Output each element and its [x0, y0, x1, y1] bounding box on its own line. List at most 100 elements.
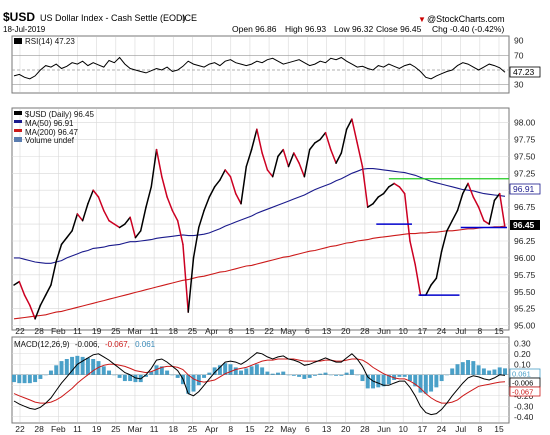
price-segment — [103, 209, 110, 222]
macd-histogram-bar — [413, 374, 418, 387]
x-tick-label: 24 — [437, 326, 447, 336]
macd-histogram-bar — [165, 370, 170, 375]
price-panel: 98.0097.7597.5097.2597.0096.7596.5096.25… — [11, 107, 541, 331]
price-segment — [155, 148, 163, 178]
x-tick-label: 17 — [418, 326, 428, 336]
macd-histogram-bar — [64, 359, 69, 375]
instrument-name: US Dollar Index - Cash Settle (EOD) — [40, 13, 186, 23]
ma200-line — [13, 225, 506, 320]
rsi-legend-swatch — [14, 38, 22, 44]
x-tick-label: 11 — [150, 326, 159, 336]
price-segment — [50, 260, 57, 286]
price-segment — [409, 240, 416, 266]
chart-date: 18-Jul-2019 — [3, 25, 46, 34]
price-segment — [34, 304, 42, 320]
legend-ma200: MA(200) 96.47 — [25, 128, 78, 137]
macd-histogram-bar — [323, 372, 328, 375]
macd-histogram-bar — [455, 364, 460, 375]
macd-histogram-bar — [80, 356, 85, 375]
price-segment — [440, 230, 448, 252]
price-tick-label: 98.00 — [514, 118, 536, 128]
price-tick-label: 95.50 — [514, 287, 536, 297]
x-tick-label: 24 — [437, 424, 447, 434]
x-tick-label: 22 — [15, 424, 25, 434]
x-tick-label: 19 — [92, 326, 102, 336]
price-segment — [229, 175, 237, 195]
price-segment — [224, 169, 232, 178]
price-segment — [234, 192, 242, 205]
price-segment — [414, 263, 422, 296]
price-segment — [213, 179, 221, 188]
chart-header: $USD US Dollar Index - Cash Settle (EOD)… — [3, 10, 505, 34]
price-segment — [23, 294, 31, 307]
price-segment — [483, 219, 490, 225]
price-segment — [430, 277, 438, 286]
macd-histogram-bar — [460, 362, 465, 375]
price-segment — [145, 186, 153, 208]
macd-histogram-bar — [286, 374, 291, 376]
price-segment — [182, 243, 189, 313]
price-segment — [71, 213, 79, 232]
rsi-axis-ticks: 90705030 — [514, 36, 524, 90]
x-tick-label: Feb — [51, 424, 66, 434]
x-tick-label: 15 — [494, 326, 504, 336]
price-segment — [366, 203, 374, 208]
macd-histogram-bar — [170, 374, 175, 376]
macd-histogram-bar — [133, 374, 138, 383]
price-segment — [324, 131, 332, 151]
x-tick-label: 11 — [73, 424, 82, 434]
macd-histogram-bar — [217, 365, 222, 375]
macd-histogram-bar — [492, 369, 497, 375]
price-tick-label: 96.75 — [514, 202, 536, 212]
macd-histogram-bar — [91, 359, 96, 375]
macd-label-hist: 0.061 — [135, 340, 156, 349]
volume-legend-swatch — [14, 137, 22, 142]
macd-histogram-bar — [349, 369, 354, 375]
macd-histogram-bar — [444, 374, 449, 376]
macd-tick-label: 0.30 — [514, 338, 531, 348]
price-segment — [456, 192, 464, 212]
trend-annotations — [376, 178, 509, 296]
macd-histogram-bar — [233, 367, 238, 375]
ma50-tag-box — [509, 183, 541, 195]
x-tick-label: 19 — [92, 424, 102, 434]
ma50-tag: 96.91 — [513, 184, 535, 194]
x-tick-label: Jun — [377, 424, 391, 434]
x-tick-label: 13 — [322, 424, 332, 434]
x-tick-label: 25 — [111, 326, 121, 336]
x-tick-label: 18 — [169, 326, 179, 336]
price-segment — [18, 280, 26, 296]
macd-label-signal: -0.067, — [105, 340, 130, 349]
macd-histogram-bar — [154, 365, 159, 375]
price-segment — [208, 186, 216, 198]
price-segment — [388, 182, 395, 188]
price-segment — [261, 152, 269, 171]
rsi-label: RSI(14) 47.23 — [25, 37, 75, 46]
price-segment — [345, 118, 353, 131]
macd-histogram-bar — [43, 374, 48, 376]
macd-histogram-bar — [117, 374, 122, 378]
macd-histogram-bar — [476, 365, 481, 375]
price-segment — [472, 196, 480, 208]
macd-histogram-bar — [17, 374, 22, 384]
macd-histogram-bar — [466, 360, 471, 375]
price-segment — [55, 243, 63, 263]
macd-tag: -0.006 — [512, 379, 533, 388]
x-tick-label: 15 — [245, 424, 255, 434]
macd-histogram-bar — [397, 374, 402, 377]
price-segment — [161, 175, 168, 198]
macd-histogram-bar — [450, 368, 455, 375]
x-tick-label: 10 — [398, 424, 408, 434]
price-segment — [129, 216, 137, 239]
macd-histogram-bar — [481, 368, 486, 375]
price-segment — [477, 206, 485, 222]
price-segment — [498, 192, 506, 229]
change-value: Chg -0.40 (-0.42%) — [432, 24, 504, 34]
price-segment — [219, 169, 226, 181]
x-tick-label: 15 — [494, 424, 504, 434]
price-segment — [462, 182, 469, 195]
macd-histogram-bar — [423, 374, 428, 394]
price-segment — [493, 192, 501, 202]
macd-signal-line — [13, 358, 506, 404]
exchange: ICE — [182, 13, 197, 23]
